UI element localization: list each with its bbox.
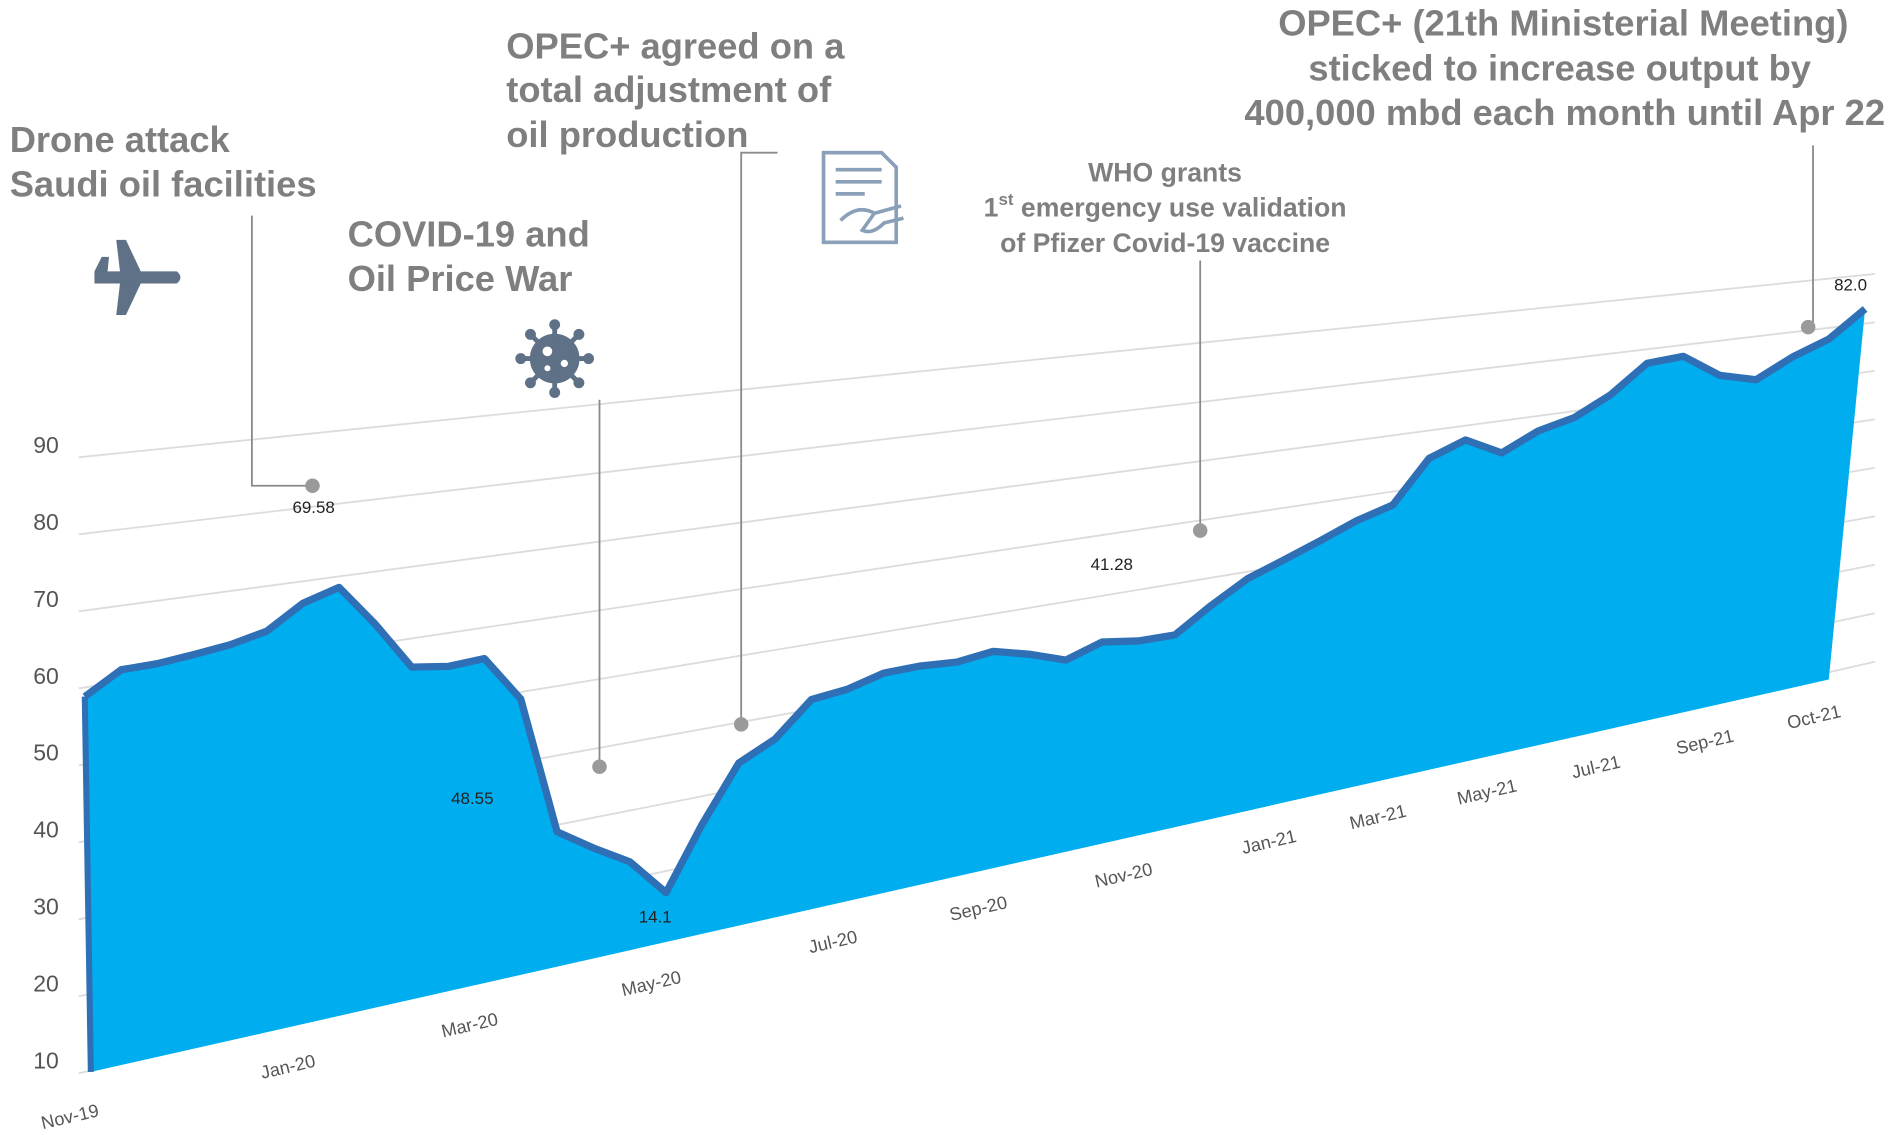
x-tick-label: May-20	[620, 967, 683, 1000]
data-label: 41.28	[1091, 555, 1133, 574]
grid-line	[78, 321, 1875, 536]
y-tick-label: 30	[33, 894, 59, 920]
data-label: 82.0	[1834, 275, 1867, 294]
x-tick-label: Nov-19	[39, 1100, 101, 1133]
y-tick-label: 70	[33, 586, 59, 612]
plane-icon	[94, 239, 181, 315]
y-tick-label: 20	[33, 970, 59, 996]
dot	[1800, 319, 1816, 335]
annotation: OPEC+ agreed on a total adjustment of oi…	[506, 25, 854, 154]
x-tick-label: Jan-21	[1240, 826, 1299, 858]
dot	[305, 478, 320, 494]
data-label: 48.55	[451, 789, 493, 808]
area-edge	[82, 306, 1868, 897]
virus-icon	[515, 319, 595, 398]
y-tick-label: 60	[33, 663, 59, 689]
agreement-icon	[821, 150, 904, 245]
x-tick-label: Sep-21	[1674, 726, 1736, 759]
annotation: Drone attack Saudi oil facilities	[10, 118, 317, 204]
grid-line	[78, 369, 1875, 613]
x-tick-label: Jul-20	[807, 927, 860, 958]
x-tick-label: Jul-21	[1570, 752, 1623, 783]
x-tick-label: Sep-20	[948, 892, 1010, 925]
area-left-edge	[81, 696, 94, 1072]
dot	[592, 759, 607, 774]
area	[84, 308, 1866, 1072]
y-tick-label: 10	[33, 1047, 59, 1073]
data-label: 69.58	[292, 498, 334, 517]
dot	[1192, 523, 1208, 538]
annotation: WHO grants	[1088, 158, 1242, 188]
x-tick-label: Oct-21	[1785, 701, 1843, 733]
annotation: 1st emergency use validation	[984, 191, 1347, 223]
dot	[733, 717, 749, 732]
leader	[250, 215, 313, 487]
grid-line	[78, 273, 1875, 459]
data-label: 14.1	[639, 908, 672, 927]
annotation: COVID-19 and Oil Price War	[348, 213, 600, 299]
x-tick-label: May-21	[1455, 775, 1518, 808]
area-layer	[81, 306, 1868, 1072]
x-tick-label: Mar-21	[1348, 801, 1409, 833]
leader	[740, 151, 778, 725]
x-tick-label: Nov-20	[1093, 859, 1155, 892]
annotation: of Pfizer Covid-19 vaccine	[1000, 228, 1330, 258]
y-tick-label: 50	[33, 740, 59, 766]
y-tick-label: 40	[33, 817, 59, 843]
annotation: OPEC+ (21th Ministerial Meeting) sticked…	[1244, 2, 1885, 133]
x-tick-label: Mar-20	[439, 1009, 500, 1041]
y-tick-label: 80	[33, 509, 59, 535]
x-tick-label: Jan-20	[259, 1051, 318, 1083]
leader-dots	[305, 319, 1816, 774]
leader	[1808, 145, 1814, 329]
y-tick-label: 90	[33, 432, 59, 458]
